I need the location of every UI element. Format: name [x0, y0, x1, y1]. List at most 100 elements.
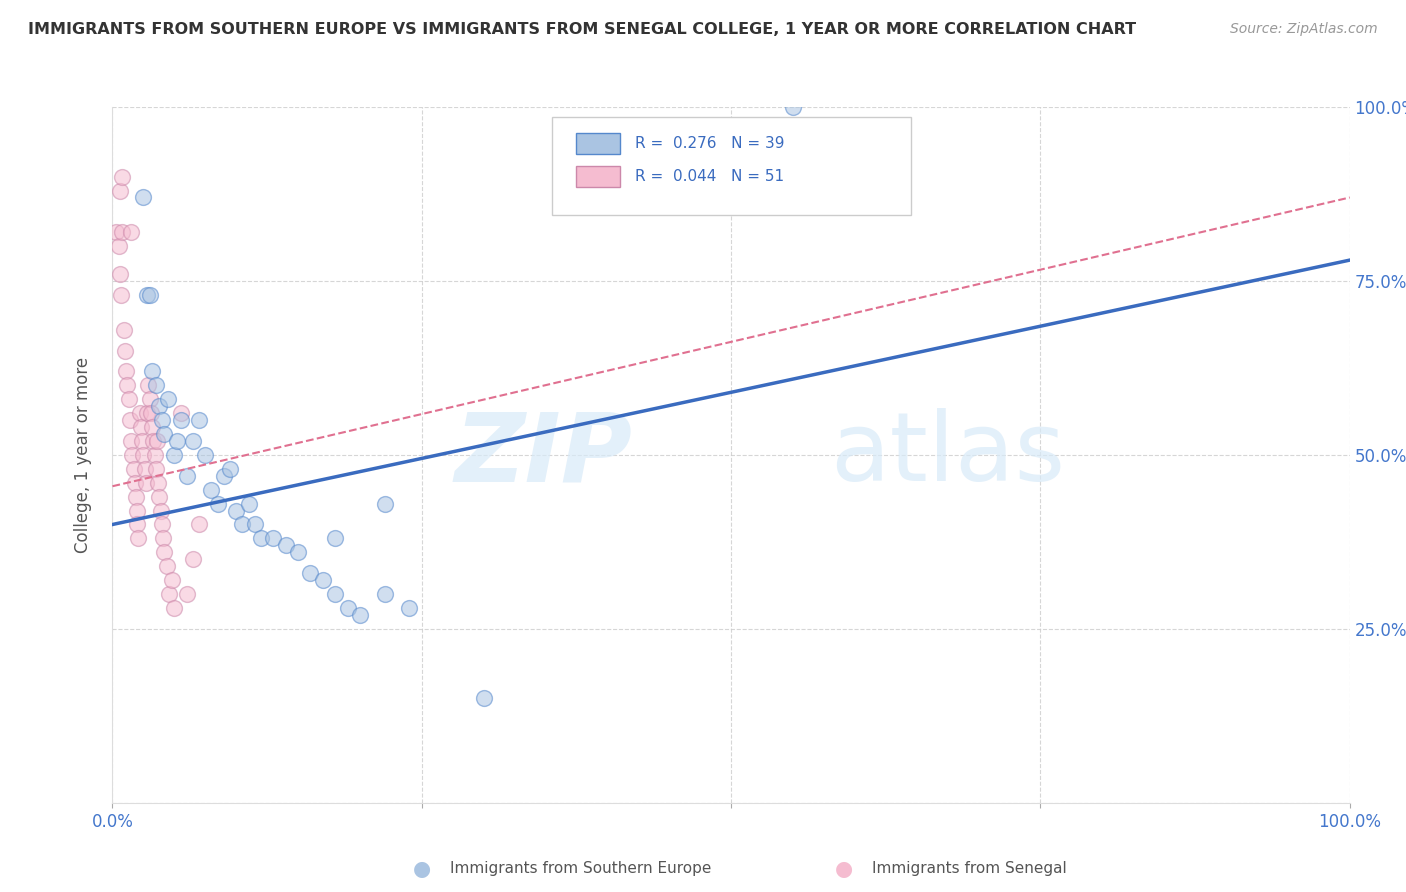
Point — [262, 532, 284, 546]
Point — [115, 364, 138, 378]
Point — [143, 448, 166, 462]
Point — [374, 497, 396, 511]
Point — [148, 490, 170, 504]
Point — [169, 413, 191, 427]
Point — [207, 497, 229, 511]
Point — [107, 239, 129, 253]
Point — [118, 413, 141, 427]
Point — [299, 566, 322, 581]
Point — [152, 532, 174, 546]
Point — [323, 532, 346, 546]
Point — [111, 169, 134, 184]
Point — [128, 406, 150, 420]
Text: Immigrants from Southern Europe: Immigrants from Southern Europe — [450, 862, 711, 876]
Point — [163, 448, 186, 462]
Text: Immigrants from Senegal: Immigrants from Senegal — [872, 862, 1067, 876]
Point — [181, 552, 204, 566]
Point — [194, 448, 217, 462]
Point — [117, 378, 139, 392]
Point — [169, 406, 191, 420]
Point — [374, 587, 396, 601]
Point — [188, 517, 211, 532]
Point — [166, 434, 188, 448]
Point — [153, 427, 176, 442]
Point — [132, 190, 155, 204]
Point — [122, 462, 145, 476]
Point — [110, 288, 132, 302]
Point — [176, 587, 198, 601]
Point — [114, 343, 136, 358]
Point — [349, 607, 371, 622]
Point — [136, 406, 159, 420]
Point — [243, 517, 266, 532]
Point — [112, 323, 135, 337]
Point — [336, 601, 359, 615]
Point — [146, 434, 169, 448]
Point — [148, 475, 170, 490]
Point — [176, 468, 198, 483]
Point — [141, 420, 163, 434]
Bar — [576, 166, 620, 187]
Text: ●: ● — [413, 859, 430, 879]
Point — [120, 434, 142, 448]
Point — [157, 587, 180, 601]
Point — [108, 267, 131, 281]
Point — [108, 184, 131, 198]
Point — [156, 559, 179, 574]
Point — [398, 601, 420, 615]
Text: IMMIGRANTS FROM SOUTHERN EUROPE VS IMMIGRANTS FROM SENEGAL COLLEGE, 1 YEAR OR MO: IMMIGRANTS FROM SOUTHERN EUROPE VS IMMIG… — [28, 22, 1136, 37]
Point — [124, 475, 146, 490]
Point — [160, 573, 183, 587]
Point — [132, 448, 155, 462]
Bar — [576, 134, 620, 154]
Point — [127, 517, 149, 532]
Point — [145, 378, 167, 392]
Point — [150, 517, 173, 532]
Point — [127, 532, 149, 546]
Point — [135, 475, 157, 490]
Point — [157, 392, 180, 407]
FancyBboxPatch shape — [551, 118, 911, 215]
Point — [125, 490, 148, 504]
Text: ZIP: ZIP — [454, 409, 633, 501]
Point — [142, 434, 165, 448]
Point — [472, 691, 495, 706]
Text: R =  0.276   N = 39: R = 0.276 N = 39 — [634, 136, 785, 152]
Point — [138, 378, 160, 392]
Text: R =  0.044   N = 51: R = 0.044 N = 51 — [634, 169, 783, 184]
Point — [323, 587, 346, 601]
Point — [139, 406, 162, 420]
Point — [121, 448, 143, 462]
Text: ●: ● — [835, 859, 852, 879]
Point — [312, 573, 335, 587]
Point — [111, 225, 134, 239]
Point — [188, 413, 211, 427]
Point — [231, 517, 253, 532]
Point — [127, 503, 149, 517]
Point — [149, 503, 172, 517]
Point — [145, 462, 167, 476]
Point — [250, 532, 273, 546]
Point — [782, 100, 804, 114]
Point — [274, 538, 297, 552]
Text: atlas: atlas — [830, 409, 1066, 501]
Point — [181, 434, 204, 448]
Point — [225, 503, 247, 517]
Point — [141, 364, 163, 378]
Point — [163, 601, 186, 615]
Point — [117, 392, 139, 407]
Point — [131, 434, 153, 448]
Point — [129, 420, 152, 434]
Point — [148, 399, 170, 413]
Point — [150, 413, 173, 427]
Point — [138, 392, 160, 407]
Point — [287, 545, 309, 559]
Point — [120, 225, 142, 239]
Point — [200, 483, 222, 497]
Point — [105, 225, 128, 239]
Point — [134, 462, 156, 476]
Text: Source: ZipAtlas.com: Source: ZipAtlas.com — [1230, 22, 1378, 37]
Point — [138, 288, 160, 302]
Point — [238, 497, 260, 511]
Point — [212, 468, 235, 483]
